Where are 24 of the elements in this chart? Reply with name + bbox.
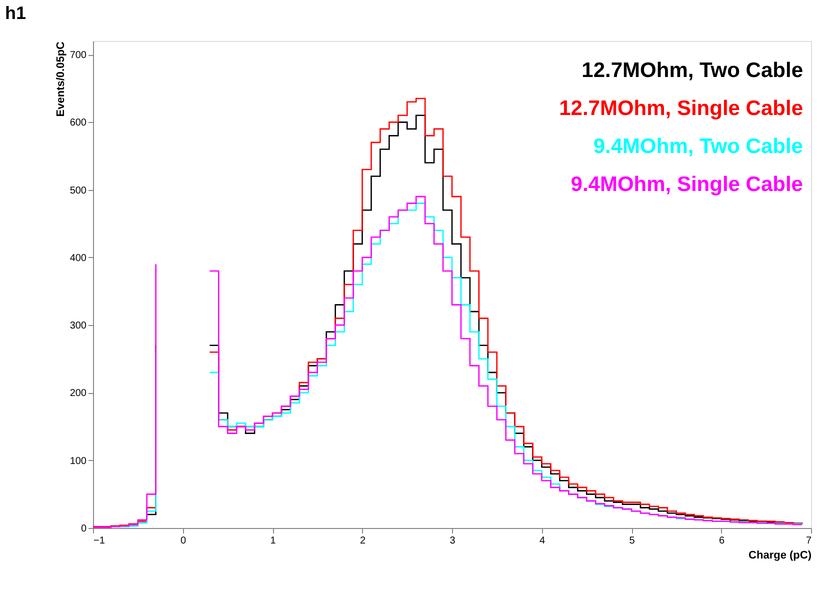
text: 9.4MOhm, Single Cable — [570, 173, 803, 196]
x-tick-label: 5 — [629, 536, 636, 546]
y-tick-label: 0 — [80, 524, 87, 534]
x-tick-label: 3 — [450, 536, 456, 546]
y-tick-label: 500 — [70, 185, 87, 196]
x-tick-label: 7 — [806, 536, 812, 546]
text: 9.4MOhm, Two Cable — [593, 135, 803, 158]
x-axis-title: Charge (pC) — [748, 550, 812, 562]
y-tick-label: 200 — [70, 388, 87, 400]
y-tick-label: 100 — [70, 456, 87, 467]
chart-title: h1 — [5, 3, 26, 23]
x-tick-label: 2 — [360, 536, 366, 546]
y-tick-label: 600 — [70, 118, 87, 129]
y-axis-title: Events/0.05pC — [54, 41, 67, 117]
y-tick-label: 300 — [70, 320, 87, 332]
text: 12.7MOhm, Single Cable — [559, 97, 803, 120]
x-tick-label: 6 — [718, 536, 725, 546]
x-tick-label: −1 — [94, 536, 106, 546]
x-tick-label: 1 — [270, 536, 276, 546]
x-tick-label: 0 — [180, 536, 186, 546]
y-tick-label: 700 — [70, 50, 87, 62]
text: 12.7MOhm, Two Cable — [582, 59, 803, 82]
y-tick-label: 400 — [70, 252, 87, 264]
x-tick-label: 4 — [539, 536, 546, 546]
